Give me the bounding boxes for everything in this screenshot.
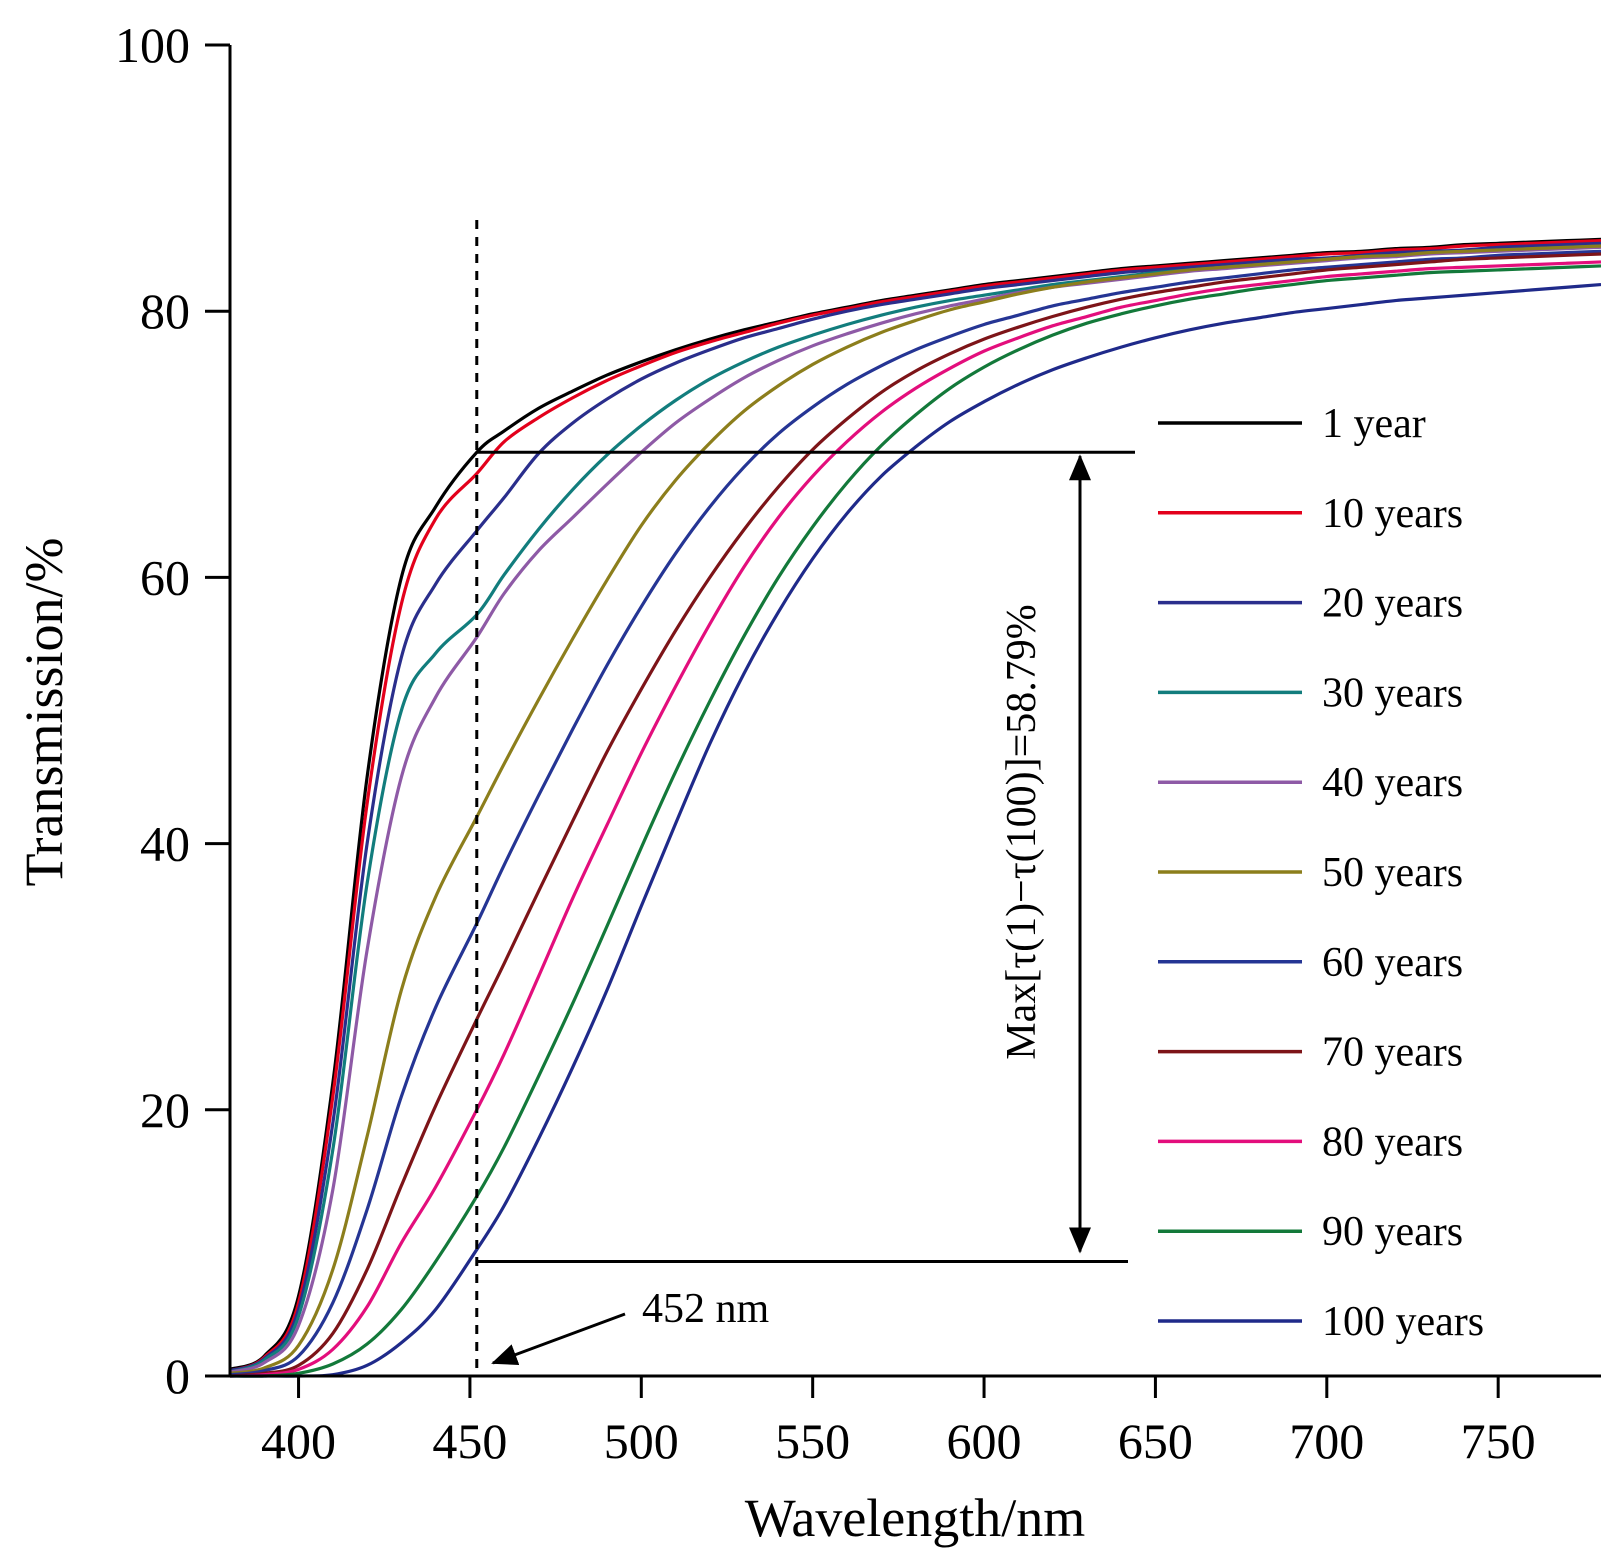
y-tick-label: 100	[115, 17, 190, 73]
x-tick-label: 400	[261, 1413, 336, 1469]
curves-layer	[229, 237, 1601, 1378]
series-line-2	[229, 239, 1601, 1373]
series-line-10	[229, 264, 1601, 1378]
x-tick-label: 650	[1118, 1413, 1193, 1469]
y-tick-label: 20	[140, 1082, 190, 1138]
x-tick-label: 700	[1289, 1413, 1364, 1469]
x-tick-label: 600	[947, 1413, 1022, 1469]
legend-label-10: 90 years	[1322, 1209, 1463, 1255]
legend-label-7: 60 years	[1322, 940, 1463, 986]
legend-label-4: 30 years	[1322, 670, 1463, 716]
x-tick-label: 450	[432, 1413, 507, 1469]
y-tick-label: 0	[165, 1348, 190, 1404]
legend: 1 year 10 years 20 years 30 years 40 years 50…	[1158, 401, 1484, 1345]
series-line-8	[229, 252, 1601, 1378]
legend-label-8: 70 years	[1322, 1030, 1463, 1076]
legend-label-6: 50 years	[1322, 850, 1463, 896]
axes-layer: 0 20 40 60 80 100 400 450 500 550 600 650 700 750 Wave…	[14, 17, 1601, 1548]
y-tick-label: 60	[140, 549, 190, 605]
y-tick-label: 80	[140, 283, 190, 339]
series-line-9	[229, 260, 1601, 1378]
legend-label-1: 1 year	[1322, 401, 1426, 447]
series-line-11	[229, 282, 1601, 1378]
annotation-layer: Max[τ(1)−τ(100)]=58.79% 452 nm	[475, 220, 1135, 1376]
x-tick-label: 750	[1461, 1413, 1536, 1469]
legend-label-3: 20 years	[1322, 581, 1463, 627]
series-line-7	[229, 249, 1601, 1377]
max-difference-label: Max[τ(1)−τ(100)]=58.79%	[999, 604, 1045, 1060]
legend-label-9: 80 years	[1322, 1119, 1463, 1165]
series-line-6	[229, 244, 1601, 1375]
wavelength-label: 452 nm	[642, 1286, 770, 1332]
y-axis-title: Transmission/%	[14, 537, 74, 886]
x-axis-title: Wavelength/nm	[745, 1488, 1086, 1548]
wavelength-arrow	[491, 1312, 626, 1365]
y-tick-label: 40	[140, 816, 190, 872]
x-tick-label: 500	[604, 1413, 679, 1469]
x-tick-label: 550	[775, 1413, 850, 1469]
legend-label-5: 40 years	[1322, 760, 1463, 806]
legend-label-11: 100 years	[1322, 1299, 1484, 1345]
legend-label-2: 10 years	[1322, 491, 1463, 537]
